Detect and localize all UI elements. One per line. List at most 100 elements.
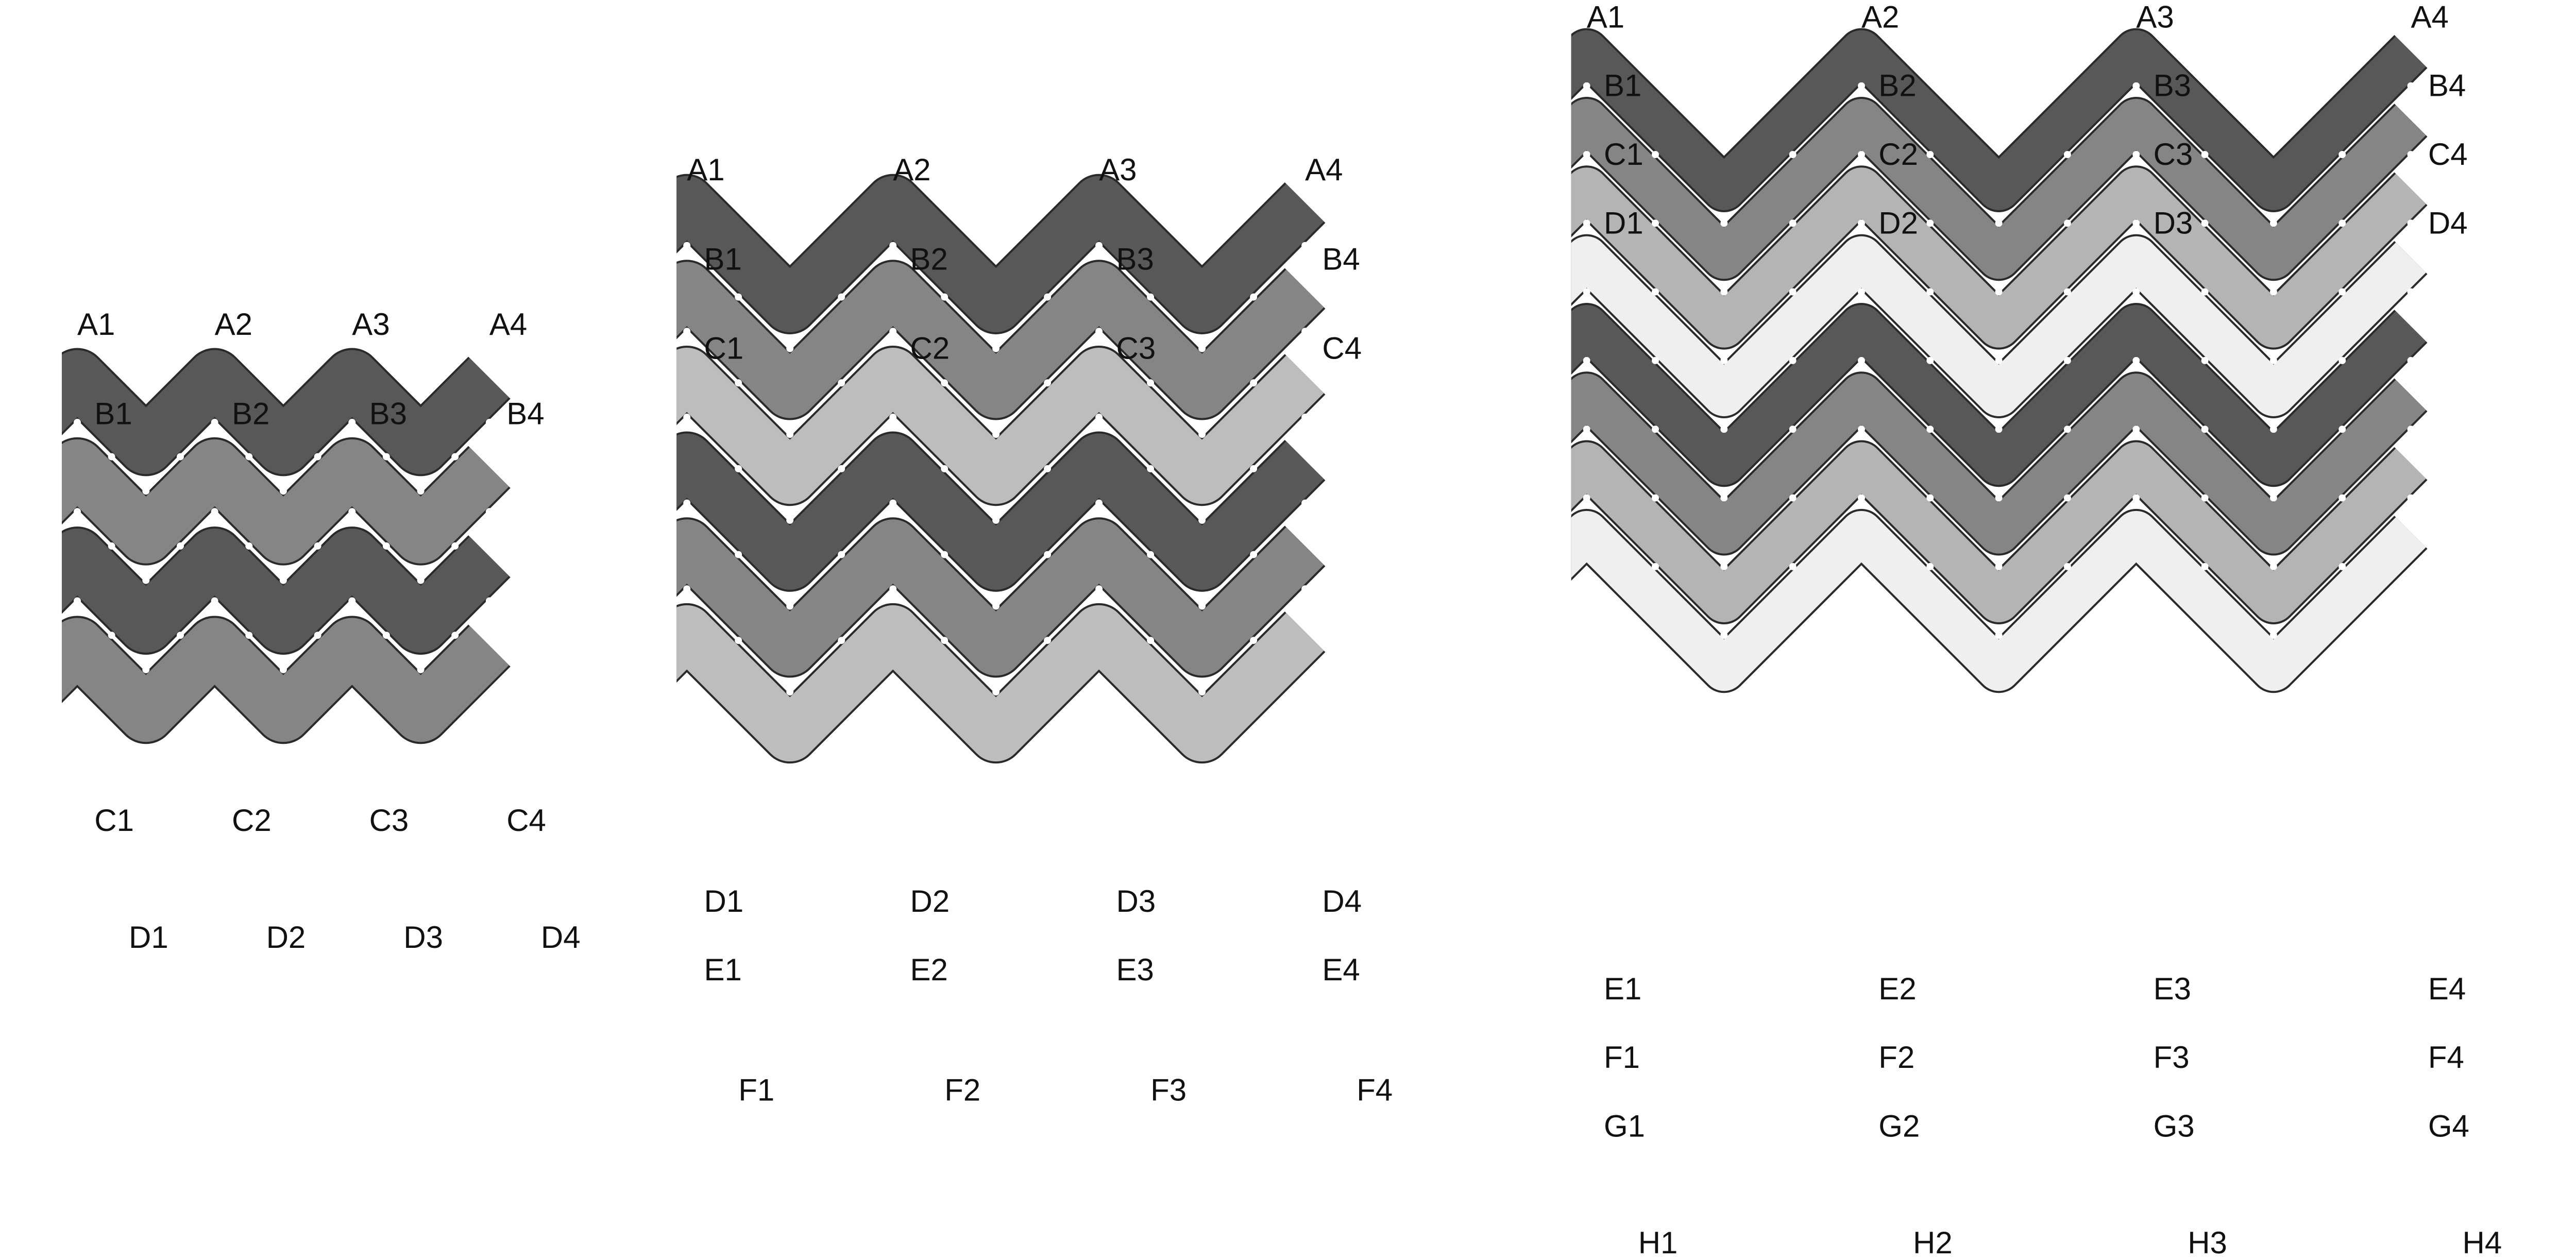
label-row: B1 xyxy=(1604,69,1641,103)
gap-dot xyxy=(314,632,321,639)
gap-dot xyxy=(348,508,356,516)
gap-dot xyxy=(1147,637,1155,644)
gap-dot xyxy=(2476,288,2483,296)
gap-dot xyxy=(1353,637,1361,644)
label-row: C1 xyxy=(1604,137,1643,172)
gap-dot xyxy=(1301,499,1309,507)
gap-dot xyxy=(2063,356,2071,364)
label-top: A2 xyxy=(893,152,930,187)
gap-dot xyxy=(2132,151,2140,158)
gap-dot xyxy=(1044,293,1052,301)
label-row: D4 xyxy=(2428,206,2468,240)
strand-6 xyxy=(676,605,1324,762)
gap-dot xyxy=(1404,345,1412,352)
gap-dot xyxy=(2476,494,2483,502)
gap-dot xyxy=(1353,379,1361,387)
label-row: D2 xyxy=(266,920,306,955)
gap-dot xyxy=(992,516,1000,524)
gap-dot xyxy=(1926,288,1934,296)
gap-dot xyxy=(74,508,81,516)
gap-dot xyxy=(1250,379,1258,387)
gap-dot xyxy=(2132,288,2140,296)
label-row: C4 xyxy=(506,803,546,838)
gap-dot xyxy=(1147,293,1155,301)
label-row: B4 xyxy=(1322,242,1360,276)
gap-dot xyxy=(1995,288,2003,296)
gap-dot xyxy=(1858,151,1865,158)
gap-dot xyxy=(1995,426,2003,433)
gap-dot xyxy=(74,597,81,605)
gap-dot xyxy=(2132,356,2140,364)
gap-dot xyxy=(1858,82,1865,90)
label-row: D3 xyxy=(2154,206,2193,240)
label-row: B2 xyxy=(1878,69,1916,103)
gap-dot xyxy=(889,585,897,593)
gap-dot xyxy=(2201,494,2209,502)
gap-dot xyxy=(485,418,493,426)
gap-dot xyxy=(1583,356,1590,364)
gap-dot xyxy=(348,418,356,426)
gap-dot xyxy=(1858,494,1865,502)
label-row: C4 xyxy=(2428,137,2468,172)
gap-dot xyxy=(735,551,742,558)
gap-dot xyxy=(2407,426,2415,433)
label-top: A1 xyxy=(1587,0,1624,34)
label-top: A4 xyxy=(1305,152,1343,187)
gap-dot xyxy=(1404,431,1412,438)
gap-dot xyxy=(520,453,528,461)
label-row: E4 xyxy=(2428,972,2466,1006)
label-row: G4 xyxy=(2428,1109,2469,1143)
gap-dot xyxy=(382,632,390,639)
gap-dot xyxy=(838,379,845,387)
gap-dot xyxy=(1044,465,1052,472)
strand-2 xyxy=(676,262,1324,418)
gap-dot xyxy=(838,465,845,472)
gap-dot xyxy=(1095,413,1103,421)
gap-dot xyxy=(786,602,794,610)
gap-dot xyxy=(1147,465,1155,472)
gap-dot xyxy=(838,637,845,644)
gap-dot xyxy=(2338,494,2346,502)
gap-dot xyxy=(2269,563,2277,570)
gap-dot xyxy=(1583,82,1590,90)
gap-dot xyxy=(2476,356,2483,364)
label-row: E1 xyxy=(704,952,742,987)
gap-dot xyxy=(1301,585,1309,593)
gap-dot xyxy=(683,585,691,593)
gap-dot xyxy=(838,293,845,301)
gap-dot xyxy=(2132,82,2140,90)
gap-dot xyxy=(1652,356,1659,364)
gap-dot xyxy=(2407,356,2415,364)
label-row: F1 xyxy=(738,1073,774,1108)
gap-dot xyxy=(1353,465,1361,472)
gap-dot xyxy=(451,632,459,639)
gap-dot xyxy=(1858,426,1865,433)
gap-dot xyxy=(735,465,742,472)
gap-dot xyxy=(1250,293,1258,301)
gap-dot xyxy=(314,542,321,550)
gap-dot xyxy=(451,453,459,461)
strand-5 xyxy=(1571,304,2426,485)
gap-dot xyxy=(2545,219,2552,227)
strand-2 xyxy=(1571,98,2426,279)
gap-dot xyxy=(1995,494,2003,502)
gap-dot xyxy=(1456,379,1464,387)
gap-dot xyxy=(2269,288,2277,296)
gap-dot xyxy=(1198,431,1206,438)
label-row: H2 xyxy=(1913,1226,1953,1259)
gap-dot xyxy=(1301,242,1309,249)
gap-dot xyxy=(1789,563,1797,570)
gap-dot xyxy=(485,508,493,516)
gap-dot xyxy=(992,431,1000,438)
gap-dot xyxy=(2545,288,2552,296)
gap-dot xyxy=(2201,288,2209,296)
gap-dot xyxy=(1353,551,1361,558)
gap-dot xyxy=(211,418,218,426)
gap-dot xyxy=(1147,551,1155,558)
gap-dot xyxy=(1044,551,1052,558)
gap-dot xyxy=(1926,151,1934,158)
gap-dot xyxy=(2269,426,2277,433)
label-top: A1 xyxy=(77,307,115,342)
gap-dot xyxy=(279,576,287,584)
gap-dot xyxy=(1095,242,1103,249)
